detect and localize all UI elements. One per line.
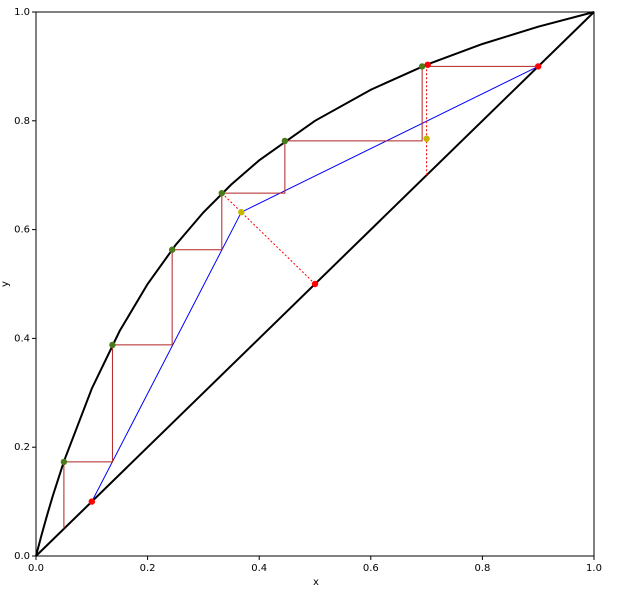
point [311,280,319,288]
x-tick-label: 0.4 [251,563,267,574]
point [281,137,289,145]
x-tick-label: 0.2 [140,563,156,574]
point [88,498,96,505]
point [238,208,245,216]
y-tick-label: 1.0 [14,7,30,18]
line [221,192,316,285]
point [535,63,542,70]
y-tick-label: 0.6 [14,225,30,236]
x-tick-label: 0.8 [474,563,490,574]
point [218,189,226,197]
y-tick-label: 0.4 [14,333,30,344]
x-tick-label: 0.0 [28,563,44,574]
point [168,246,176,253]
x-tick-label: 0.6 [363,563,379,574]
point [109,341,116,349]
point [60,458,68,466]
axes-frame [35,11,595,557]
y-axis-label: y [0,281,11,287]
point [424,61,431,68]
y-tick-label: 0.8 [14,116,30,127]
line [63,65,539,529]
x-tick-label: 1.0 [586,563,602,574]
y-tick-label: 0.2 [14,442,30,453]
x-axis-label: x [313,577,319,588]
line [35,11,595,557]
point [423,135,430,142]
point [418,63,426,70]
y-tick-label: 0.0 [14,551,30,562]
